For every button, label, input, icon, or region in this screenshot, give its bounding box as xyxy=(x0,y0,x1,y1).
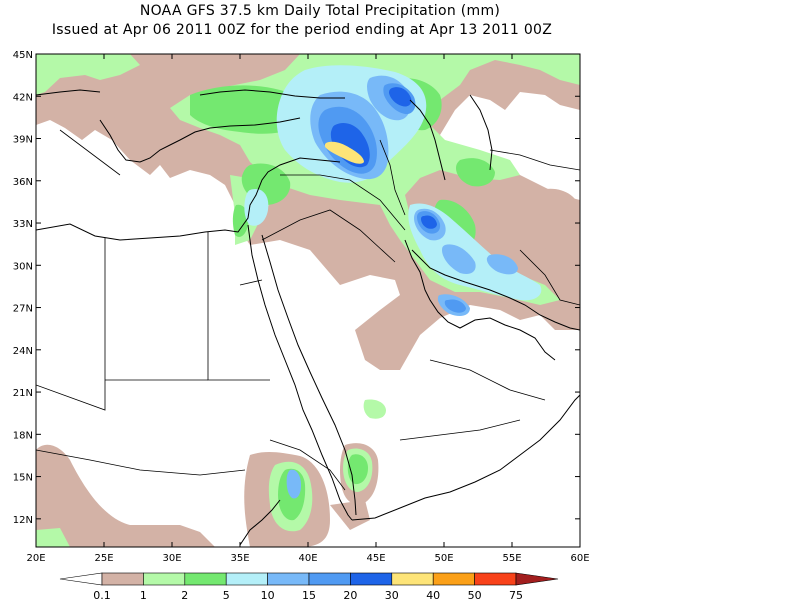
lat-label: 15N xyxy=(13,473,33,484)
country-borders xyxy=(36,129,580,491)
greece-islands xyxy=(59,129,121,176)
lon-label: 50E xyxy=(434,553,453,564)
colorbar-swatch xyxy=(308,572,351,586)
colorbar-swatch xyxy=(432,572,475,586)
colorbar: 0.1 1 2 5 10 15 20 30 40 50 75 xyxy=(59,572,559,600)
lat-label: 33N xyxy=(13,219,33,230)
colorbar-level-label: 40 xyxy=(426,589,440,600)
border-iraq-iran xyxy=(379,139,406,216)
lat-label: 24N xyxy=(13,346,33,357)
lat-label: 45N xyxy=(13,50,33,61)
lon-label: 40E xyxy=(298,553,317,564)
colorbar-level-label: 1 xyxy=(140,589,147,600)
colorbar-swatch xyxy=(391,572,434,586)
lon-label: 35E xyxy=(230,553,249,564)
colorbar-swatch xyxy=(143,572,186,586)
lat-label: 36N xyxy=(13,177,33,188)
border-chad-sudan xyxy=(36,449,246,476)
border-syria-iraq xyxy=(280,174,406,231)
border-jordan-saudi xyxy=(261,209,396,263)
colorbar-swatch xyxy=(225,572,268,586)
caspian-west-coast xyxy=(409,99,446,181)
map-subtitle: Issued at Apr 06 2011 00Z for the period… xyxy=(51,22,553,38)
longitude-axis: 20E 25E 30E 35E 40E 45E 50E 55E 60E xyxy=(26,54,590,564)
precipitation-field xyxy=(36,54,580,547)
lon-label: 45E xyxy=(366,553,385,564)
lon-label: 60E xyxy=(570,553,589,564)
colorbar-level-label: 5 xyxy=(223,589,230,600)
lat-label: 12N xyxy=(13,515,33,526)
lon-label: 20E xyxy=(26,553,45,564)
aegean-anatolia-coast xyxy=(99,117,301,163)
colorbar-swatch xyxy=(267,572,310,586)
lat-label: 39N xyxy=(13,135,33,146)
colorbar-level-label: 30 xyxy=(385,589,399,600)
map-title: NOAA GFS 37.5 km Daily Total Precipitati… xyxy=(139,3,501,19)
iran-coast xyxy=(411,249,580,331)
colorbar-swatch xyxy=(101,572,144,586)
colorbar-swatch xyxy=(59,572,103,586)
lon-label: 25E xyxy=(94,553,113,564)
red-sea-west-coast xyxy=(247,224,353,521)
precip-yellow-areas xyxy=(324,141,364,164)
border-iran-pakistan xyxy=(519,249,580,306)
lat-label: 18N xyxy=(13,430,33,441)
colorbar-level-label: 15 xyxy=(302,589,316,600)
horn-coast xyxy=(239,499,281,546)
lon-label: 55E xyxy=(502,553,521,564)
colorbar-swatch xyxy=(184,572,227,586)
border-saudi-rubalkhali xyxy=(429,359,546,401)
colorbar-level-label: 10 xyxy=(261,589,275,600)
border-egypt-israel xyxy=(239,279,263,286)
black-sea-south-coast xyxy=(199,89,345,99)
colorbar-level-label: 50 xyxy=(468,589,482,600)
colorbar-level-label: 2 xyxy=(181,589,188,600)
coastlines xyxy=(36,89,580,546)
persian-gulf-coast xyxy=(404,239,556,361)
colorbar-level-label: 20 xyxy=(343,589,357,600)
colorbar-level-label: 75 xyxy=(509,589,523,600)
border-iran-turkmenistan xyxy=(489,149,580,171)
caspian-east-coast xyxy=(469,94,493,171)
balkan-coast xyxy=(36,89,101,96)
colorbar-level-label: 0.1 xyxy=(93,589,111,600)
lat-label: 30N xyxy=(13,261,33,272)
arabian-south-coast xyxy=(351,394,580,521)
border-yemen-saudi xyxy=(399,419,521,441)
red-sea-east-coast xyxy=(261,234,357,516)
colorbar-swatch xyxy=(515,572,559,586)
mediterranean-south-coast xyxy=(36,157,341,241)
colorbar-swatch xyxy=(474,572,517,586)
latitude-axis: 45N 42N 39N 36N 33N 30N 27N 24N 21N 18N 15N 12N xyxy=(13,50,580,526)
colorbar-swatch xyxy=(350,572,393,586)
lat-label: 27N xyxy=(13,304,33,315)
lat-label: 42N xyxy=(13,92,33,103)
lat-label: 21N xyxy=(13,388,33,399)
lon-label: 30E xyxy=(162,553,181,564)
border-libya-west xyxy=(36,238,106,411)
border-eritrea-ethiopia xyxy=(269,439,346,491)
